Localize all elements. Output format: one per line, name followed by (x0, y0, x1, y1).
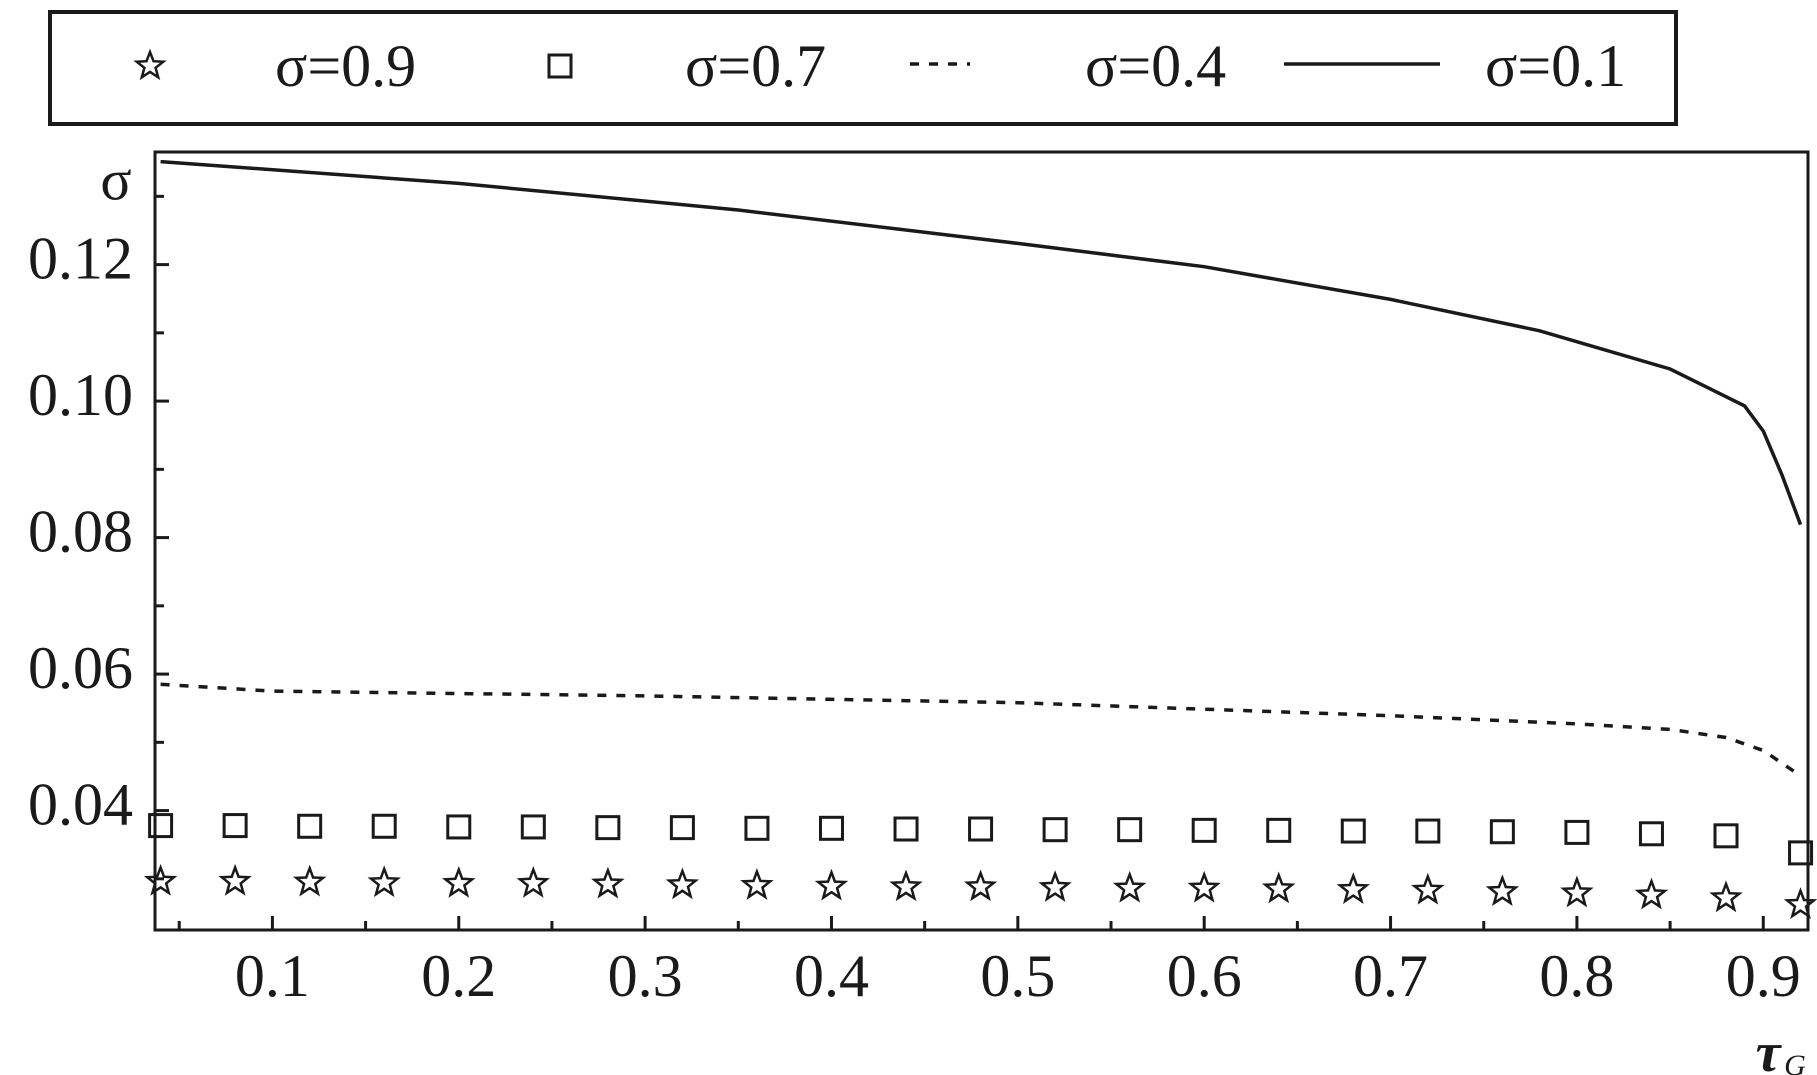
data-point (520, 814, 546, 840)
data-point (1191, 817, 1217, 843)
x-tick-label: 0.9 (1726, 943, 1801, 1009)
x-tick-label: 0.8 (1539, 943, 1614, 1009)
data-point (818, 815, 844, 841)
data-point (1415, 818, 1441, 844)
data-point (1638, 821, 1664, 847)
plot-frame (153, 150, 1810, 932)
data-point (1485, 874, 1520, 906)
legend-label: σ=0.4 (1085, 33, 1226, 99)
legend-box (48, 10, 1678, 126)
data-point (963, 869, 998, 902)
x-tick-label: 0.1 (235, 943, 310, 1009)
y-tick-label: 0.04 (28, 771, 133, 837)
data-point (297, 813, 323, 839)
legend-label: σ=0.9 (275, 33, 416, 99)
legend-symbol (547, 53, 573, 79)
series-line (160, 159, 1803, 526)
data-point (148, 813, 174, 839)
data-point (665, 867, 700, 900)
x-axis-label-subscript: G (1784, 1049, 1806, 1075)
data-point (744, 815, 770, 841)
legend-label: σ=0.7 (685, 33, 826, 99)
data-point (441, 866, 476, 898)
legend-symbol (133, 48, 167, 81)
data-point (1560, 875, 1594, 908)
data-point (669, 815, 695, 841)
data-point (1340, 818, 1366, 844)
legend-label: σ=0.1 (1485, 33, 1626, 99)
y-tick-label: 0.12 (28, 225, 133, 291)
x-tick-label: 0.4 (794, 943, 869, 1009)
data-point (1788, 840, 1814, 866)
data-point (1634, 877, 1669, 910)
data-point (1042, 817, 1068, 843)
y-axis-label: σ (100, 147, 131, 212)
x-tick-label: 0.2 (421, 943, 496, 1009)
x-tick-label: 0.6 (1167, 943, 1242, 1009)
data-point (1783, 887, 1817, 920)
data-point (1038, 870, 1072, 902)
data-point (371, 813, 397, 839)
data-point (814, 868, 849, 901)
data-point (1117, 817, 1143, 843)
x-axis-label: τ (1756, 1022, 1783, 1075)
data-point (1489, 819, 1515, 845)
data-point (222, 813, 248, 839)
data-point (1709, 880, 1743, 913)
y-tick-label: 0.08 (28, 498, 133, 564)
data-point (968, 816, 994, 842)
data-point (218, 863, 252, 896)
data-point (591, 866, 625, 899)
data-point (1411, 872, 1445, 905)
data-point (292, 864, 327, 897)
data-point (1187, 870, 1221, 903)
data-point (1713, 823, 1739, 849)
data-point (1564, 819, 1590, 845)
data-point (516, 866, 550, 898)
y-tick-label: 0.10 (28, 362, 133, 428)
series-line (160, 682, 1802, 778)
data-point (446, 814, 472, 840)
data-point (1112, 870, 1147, 903)
data-point (367, 865, 401, 898)
data-point (143, 863, 178, 896)
data-point (595, 815, 621, 841)
x-tick-label: 0.5 (980, 943, 1055, 1009)
x-tick-label: 0.3 (608, 943, 683, 1009)
x-tick-label: 0.7 (1353, 943, 1428, 1009)
data-point (740, 868, 774, 900)
data-point (1262, 871, 1296, 904)
data-point (889, 869, 923, 902)
data-point (1336, 872, 1370, 905)
data-point (1266, 817, 1292, 843)
data-point (893, 816, 919, 842)
y-tick-label: 0.06 (28, 635, 133, 701)
